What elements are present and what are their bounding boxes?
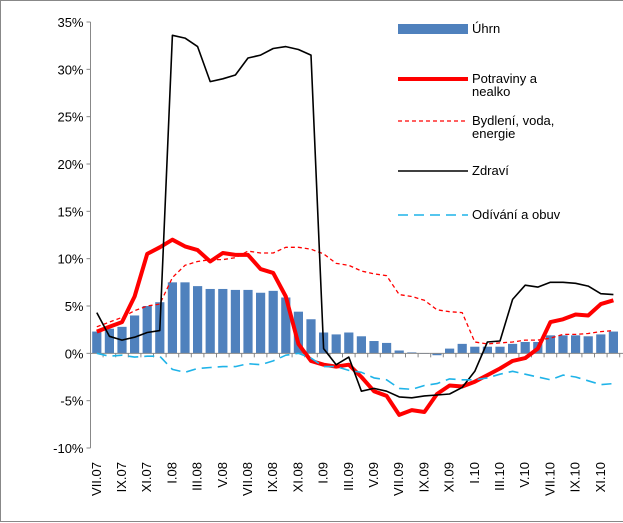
y-tick-label: -10% — [53, 441, 84, 456]
bar — [558, 335, 568, 354]
legend-label: Bydlení, voda, energie — [472, 113, 555, 141]
bar — [457, 343, 467, 354]
y-tick-label: 25% — [57, 110, 83, 125]
bar — [482, 346, 492, 354]
x-tick-label: IX.07 — [114, 462, 129, 492]
y-tick-label: 15% — [57, 204, 83, 219]
x-tick-label: V.10 — [517, 462, 532, 488]
bar — [281, 297, 291, 354]
y-tick-label: 0% — [65, 346, 84, 361]
legend-item — [398, 24, 468, 34]
bar — [104, 328, 114, 354]
bar — [432, 353, 442, 356]
line-series — [96, 237, 614, 417]
x-tick-label: VII.09 — [391, 462, 406, 496]
x-tick-label: I.10 — [467, 462, 482, 484]
bar — [495, 346, 505, 354]
x-tick-label: VII.10 — [542, 462, 557, 496]
bar — [167, 282, 177, 354]
bar — [218, 288, 228, 354]
bar — [382, 342, 392, 354]
x-tick-label: IX.09 — [416, 462, 431, 492]
bar — [256, 292, 266, 354]
legend-label: Potraviny a nealko — [472, 71, 538, 99]
bar — [608, 331, 618, 354]
bar — [583, 336, 593, 354]
x-tick-label: I.08 — [164, 462, 179, 484]
y-tick-label: 5% — [65, 299, 84, 314]
legend-label: Zdraví — [472, 163, 509, 178]
x-tick-label: VII.07 — [89, 462, 104, 496]
line-series — [96, 246, 614, 345]
x-tick-label: VII.08 — [240, 462, 255, 496]
x-tick-label: III.08 — [190, 462, 205, 491]
x-tick-label: XI.07 — [139, 462, 154, 492]
y-tick-label: 20% — [57, 157, 83, 172]
bar — [92, 331, 102, 354]
bar — [193, 286, 203, 354]
x-tick-label: IX.08 — [265, 462, 280, 492]
bar — [508, 343, 518, 354]
legend-label: Odívání a obuv — [472, 207, 561, 222]
bar — [445, 348, 455, 354]
bar — [356, 336, 366, 354]
y-tick-label: 35% — [57, 15, 83, 30]
x-tick-label: XI.09 — [442, 462, 457, 492]
y-tick-label: 10% — [57, 252, 83, 267]
legend-swatch — [398, 24, 468, 34]
legend-label: Úhrn — [472, 21, 501, 36]
x-tick-label: XI.10 — [593, 462, 608, 492]
bar — [230, 289, 240, 354]
bar — [243, 289, 253, 354]
bar — [470, 346, 480, 354]
y-tick-label: -5% — [60, 394, 84, 409]
x-tick-label: III.09 — [341, 462, 356, 491]
x-tick-label: IX.10 — [568, 462, 583, 492]
bar — [394, 350, 404, 354]
bar — [142, 306, 152, 354]
x-tick-label: I.09 — [316, 462, 331, 484]
bar — [545, 335, 555, 354]
bar — [369, 341, 379, 354]
x-tick-label: V.09 — [366, 462, 381, 488]
bar — [130, 315, 140, 354]
line-series — [96, 34, 614, 399]
bar — [596, 334, 606, 354]
bar — [571, 335, 581, 354]
x-tick-label: XI.08 — [290, 462, 305, 492]
bar — [293, 311, 303, 354]
bar — [205, 288, 215, 354]
bar — [180, 282, 190, 354]
bar — [331, 334, 341, 354]
bar — [344, 332, 354, 354]
line-series — [96, 352, 614, 391]
y-tick-label: 30% — [57, 62, 83, 77]
x-tick-label: V.08 — [215, 462, 230, 488]
x-tick-label: III.10 — [492, 462, 507, 491]
bar — [520, 341, 530, 354]
bar — [306, 319, 316, 354]
bar — [268, 290, 278, 354]
